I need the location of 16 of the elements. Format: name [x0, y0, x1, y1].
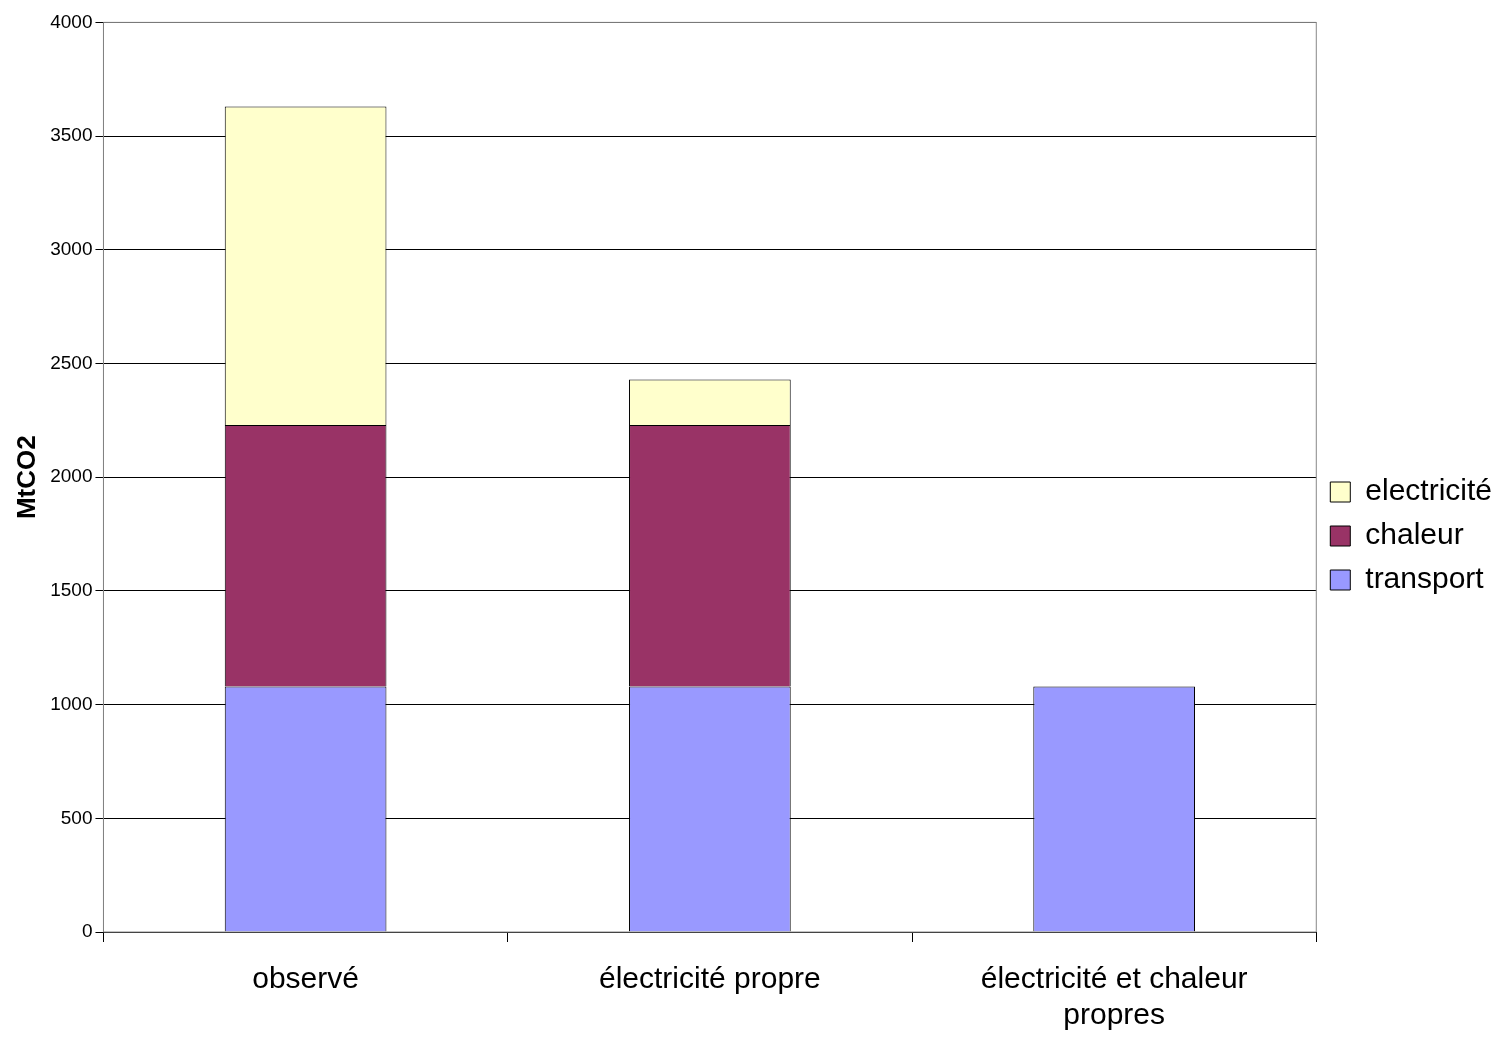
legend-label: transport — [1365, 561, 1485, 595]
legend-label: electricité — [1365, 473, 1493, 507]
y-tick-label: 500 — [60, 806, 93, 828]
y-tick-label: 0 — [81, 920, 93, 942]
x-tick-label: électricité propre — [599, 961, 821, 995]
x-tick-label: électricité et chaleur propres — [980, 961, 1248, 1031]
y-tick-label: 4000 — [50, 10, 93, 32]
y-tick-label: 1000 — [50, 692, 93, 714]
legend-label: chaleur — [1365, 517, 1464, 551]
y-tick-label: 3500 — [50, 124, 93, 146]
y-axis-title: MtCO2 — [10, 435, 41, 520]
y-tick-label: 3000 — [50, 238, 93, 260]
y-tick-label: 1500 — [50, 579, 93, 601]
x-tick-label: observé — [252, 961, 359, 995]
y-tick-label: 2500 — [50, 351, 93, 373]
y-tick-label: 2000 — [50, 465, 93, 487]
